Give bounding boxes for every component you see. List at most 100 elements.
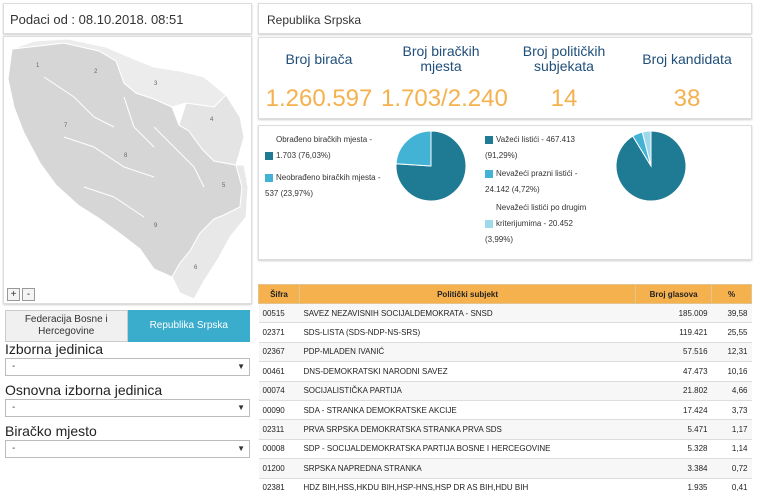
stat-candidates: Broj kandidata 38 [627,44,747,112]
map-region-label: 5 [222,183,226,189]
map-region-rs-south[interactable] [171,164,249,300]
table-row[interactable]: 01200 SRPSKA NAPREDNA STRANKA 3.384 0,72 [258,458,752,479]
table-row[interactable]: 00008 SDP - SOCIJALDEMOKRATSKA PARTIJA BO… [258,438,752,459]
map-region-label: 8 [124,153,128,159]
legend-text: Nevažeći prazni listići - [496,169,578,178]
legend-value: 537 (23,97%) [265,189,314,198]
pie-slice-1[interactable] [395,130,432,167]
stat-value: 1.260.597 [265,85,373,112]
zoom-out-button[interactable]: - [22,288,35,301]
table-header-row: Šifra Politički subjekt Broj glasova % [258,284,752,304]
biracko-mjesto-select[interactable]: - ▼ [5,440,250,458]
cell-subject: SDA - STRANKA DEMOKRATSKE AKCIJE [299,399,636,420]
map-region-label: 2 [94,69,98,75]
cell-code: 00074 [258,380,300,401]
map-region-label: 9 [154,223,158,229]
col-header-votes[interactable]: Broj glasova [635,284,713,304]
col-header-percent[interactable]: % [711,284,752,304]
map-region-rs-east[interactable] [178,94,245,166]
chevron-down-icon: ▼ [237,444,245,453]
stat-political-subjects: Broj političkih subjekata 14 [504,44,624,112]
results-table-wrap: Šifra Politički subjekt Broj glasova % 0… [258,284,752,498]
legend-swatch [485,169,493,178]
stat-voters: Broj birača 1.260.597 [259,44,379,112]
cell-votes: 5.328 [635,438,712,459]
legend-swatch [485,219,493,228]
stat-polling-stations: Broj biračkih mjesta 1.703/2.240 [381,44,508,112]
col-header-subject[interactable]: Politički subjekt [298,284,637,304]
table-row[interactable]: 00074 SOCIJALISTIČKA PARTIJA 21.802 4,66 [258,380,752,401]
cell-votes: 57.516 [635,341,712,362]
table-row[interactable]: 00461 DNS-DEMOKRATSKI NARODNI SAVEZ 47.473… [258,361,752,382]
stats-panel: Broj birača 1.260.597 Broj biračkih mjes… [258,37,752,119]
cell-subject: SAVEZ NEZAVISNIH SOCIJALDEMOKRATA - SNSD [299,302,636,323]
cell-votes: 185.009 [635,302,712,323]
biracko-mjesto-label: Biračko mjesto [5,423,97,439]
table-row[interactable]: 02311 PRVA SRPSKA DEMOKRATSKA STRANKA PRV… [258,419,752,440]
cell-percent: 10,16 [711,361,752,382]
cell-subject: SDP - SOCIJALDEMOKRATSKA PARTIJA BOSNE I… [299,438,636,459]
map-region-label: 7 [64,123,68,129]
cell-subject: SDS-LISTA (SDS-NDP-NS-SRS) [299,322,636,343]
legend-text: Neobrađeno biračkih mjesta - [276,173,381,182]
col-header-code[interactable]: Šifra [258,284,300,304]
map-panel: 1 2 3 4 5 6 7 8 9 + - [3,36,252,304]
pie-polling-stations [395,130,467,202]
entity-tabs: Federacija Bosne i Hercegovine Republika… [5,310,250,342]
cell-percent: 1,14 [711,438,752,459]
legend-text: Nevažeći listići po drugim [496,203,587,212]
legend-text-2: kriterijumima - 20.452 [496,219,573,228]
legend-swatch [485,135,493,144]
cell-subject: PRVA SRPSKA DEMOKRATSKA STRANKA PRVA SDS [299,419,636,440]
cell-percent: 25,55 [711,322,752,343]
select-value: - [12,402,16,413]
cell-votes: 1.935 [635,477,712,498]
legend-value: (3,99%) [485,235,514,244]
izborna-jedinica-label: Izborna jedinica [5,341,104,357]
map-region-label: 1 [36,63,40,69]
select-value: - [12,361,16,372]
legend-item-processed: Obrađeno biračkih mjesta - 1.703 (76,03%… [265,132,372,164]
cell-subject: PDP-MLADEN IVANIĆ [299,341,636,362]
stat-label: Broj političkih subjekata [522,43,606,74]
stat-label: Broj birača [285,50,353,67]
cell-code: 00461 [258,361,300,382]
izborna-jedinica-select[interactable]: - ▼ [5,358,250,376]
cell-code: 00515 [258,302,300,323]
cell-percent: 12,31 [711,341,752,362]
legend-value: 24.142 (4,72%) [485,185,540,194]
legend-text: Obrađeno biračkih mjesta - [276,135,373,144]
table-row[interactable]: 00515 SAVEZ NEZAVISNIH SOCIJALDEMOKRATA -… [258,302,752,323]
legend-text: Važeći listići - 467.413 [496,135,575,144]
bih-map[interactable]: 1 2 3 4 5 6 7 8 9 [4,37,251,303]
map-region-label: 6 [194,265,198,271]
tab-republika-srpska[interactable]: Republika Srpska [127,310,250,342]
cell-percent: 4,66 [711,380,752,401]
table-row[interactable]: 02381 HDZ BIH,HSS,HKDU BIH,HSP-HNS,HSP DR… [258,477,752,498]
table-row[interactable]: 02367 PDP-MLADEN IVANIĆ 57.516 12,31 [258,341,752,362]
cell-votes: 17.424 [635,399,712,420]
data-timestamp: Podaci od : 08.10.2018. 08:51 [3,3,252,34]
cell-votes: 5.471 [635,419,712,440]
table-row[interactable]: 00090 SDA - STRANKA DEMOKRATSKE AKCIJE 17.… [258,399,752,420]
cell-code: 02371 [258,322,300,343]
pie-slice-2[interactable] [641,130,652,167]
stat-label: Broj kandidata [642,50,732,67]
legend-item-unprocessed: Neobrađeno biračkih mjesta - 537 (23,97%… [265,170,381,202]
osnovna-izborna-jedinica-select[interactable]: - ▼ [5,399,250,417]
tab-federation[interactable]: Federacija Bosne i Hercegovine [5,310,128,342]
cell-code: 02381 [258,477,300,498]
cell-votes: 3.384 [635,458,712,479]
pie-charts-panel: Obrađeno biračkih mjesta - 1.703 (76,03%… [258,125,752,260]
left-panel: Podaci od : 08.10.2018. 08:51 1 2 3 4 5 [0,0,253,500]
map-region-label: 3 [154,81,158,87]
osnovna-izborna-jedinica-label: Osnovna izborna jedinica [5,382,163,398]
zoom-in-button[interactable]: + [7,288,20,301]
pie-ballots [615,130,687,202]
stat-value: 38 [673,85,701,112]
cell-percent: 3,73 [711,399,752,420]
cell-votes: 21.802 [635,380,712,401]
table-row[interactable]: 02371 SDS-LISTA (SDS-NDP-NS-SRS) 119.421 25… [258,322,752,343]
chevron-down-icon: ▼ [237,362,245,371]
cell-subject: HDZ BIH,HSS,HKDU BIH,HSP-HNS,HSP DR AS B… [299,477,636,498]
